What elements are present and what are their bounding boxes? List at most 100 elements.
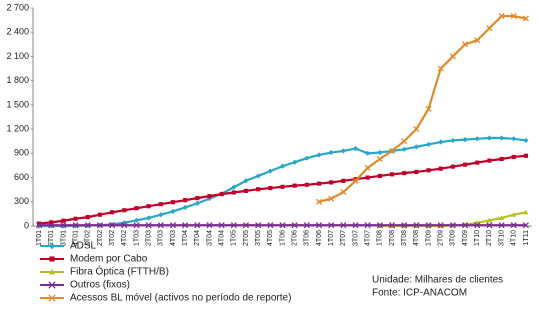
point — [255, 222, 262, 229]
x-tick-label: 1T08 — [377, 230, 384, 246]
legend-label: Modem por Cabo — [70, 254, 148, 265]
point — [183, 198, 188, 203]
x-tick-label: 2T03 — [145, 230, 152, 246]
point — [522, 222, 529, 229]
point — [438, 139, 444, 145]
point — [498, 13, 505, 20]
x-tick-label: 1T01 — [36, 230, 43, 246]
y-tick-label: 600 — [14, 172, 29, 182]
point — [341, 178, 346, 183]
point — [376, 155, 383, 163]
point — [304, 182, 309, 187]
x-tick-label: 3T06 — [304, 230, 311, 246]
x-tick-label: 4T06 — [316, 230, 323, 246]
legend-marker — [48, 294, 56, 302]
point — [207, 194, 212, 199]
y-tick-label: 1 500 — [6, 99, 29, 109]
point — [230, 222, 237, 229]
point — [523, 153, 528, 158]
x-tick-label: 4T09 — [462, 230, 469, 246]
point — [36, 222, 43, 229]
point — [158, 212, 164, 218]
point — [231, 184, 237, 190]
point — [401, 222, 408, 229]
point — [328, 195, 335, 202]
point — [267, 168, 273, 174]
x-tick-label: 2T04 — [194, 230, 201, 246]
point — [388, 222, 396, 229]
point — [158, 202, 163, 207]
point — [315, 222, 323, 229]
y-tick-label: 2 700 — [6, 2, 29, 12]
point — [364, 222, 371, 229]
point — [280, 184, 285, 189]
point — [499, 156, 504, 162]
point — [511, 154, 516, 160]
point — [60, 222, 67, 229]
point — [121, 222, 128, 229]
point — [413, 144, 419, 150]
x-tick-label: 3T03 — [158, 230, 165, 246]
x-tick-label: 2T02 — [97, 230, 104, 246]
point — [365, 150, 371, 156]
point — [49, 220, 54, 225]
point — [340, 148, 346, 154]
point — [315, 198, 323, 205]
point — [231, 190, 236, 195]
y-tick-label: 1 200 — [6, 123, 29, 133]
point — [425, 105, 432, 112]
point — [487, 158, 492, 163]
point — [498, 222, 505, 229]
point — [437, 222, 444, 229]
legend-marker — [48, 268, 56, 275]
x-tick-label: 1T04 — [182, 230, 189, 246]
point — [328, 222, 335, 229]
x-tick-label: 4T05 — [267, 230, 274, 246]
point — [121, 220, 127, 226]
point — [218, 222, 225, 229]
y-tick-label: 1 800 — [6, 75, 29, 85]
legend-marker — [49, 256, 55, 262]
point — [48, 222, 55, 229]
point — [73, 216, 78, 221]
point — [340, 189, 347, 196]
point — [377, 149, 383, 156]
point — [316, 152, 322, 158]
point — [61, 218, 66, 223]
point — [84, 222, 91, 229]
x-tick-label: 4T02 — [121, 230, 128, 246]
x-tick-label: 3T08 — [401, 230, 408, 246]
x-tick-label: 2T05 — [243, 230, 250, 246]
point — [109, 222, 116, 229]
y-tick-label: 0 — [24, 220, 29, 230]
point — [292, 183, 297, 188]
x-tick-label: 3T07 — [352, 230, 359, 246]
point — [279, 222, 286, 229]
point — [303, 222, 310, 229]
x-tick-label: 2T01 — [48, 230, 55, 246]
y-tick-label: 2 400 — [6, 27, 29, 37]
point — [376, 222, 383, 229]
point — [219, 192, 224, 197]
point — [389, 172, 395, 177]
point — [146, 204, 151, 209]
x-tick-label: 4T08 — [413, 230, 420, 246]
point — [388, 147, 396, 154]
point — [206, 222, 213, 229]
legend-marker — [48, 281, 56, 289]
point — [462, 41, 469, 48]
x-tick-label: 3T01 — [60, 230, 67, 246]
point — [462, 222, 469, 229]
point — [414, 169, 419, 174]
x-tick-label: 1T03 — [133, 230, 140, 246]
point — [134, 206, 139, 211]
point — [486, 135, 493, 141]
source-note: Fonte: ICP-ANACOM — [372, 288, 467, 299]
point — [352, 177, 359, 184]
x-tick-label: 3T10 — [498, 230, 505, 246]
point — [316, 181, 322, 186]
x-tick-label: 4T07 — [365, 230, 372, 246]
point — [182, 222, 189, 229]
point — [449, 222, 456, 229]
